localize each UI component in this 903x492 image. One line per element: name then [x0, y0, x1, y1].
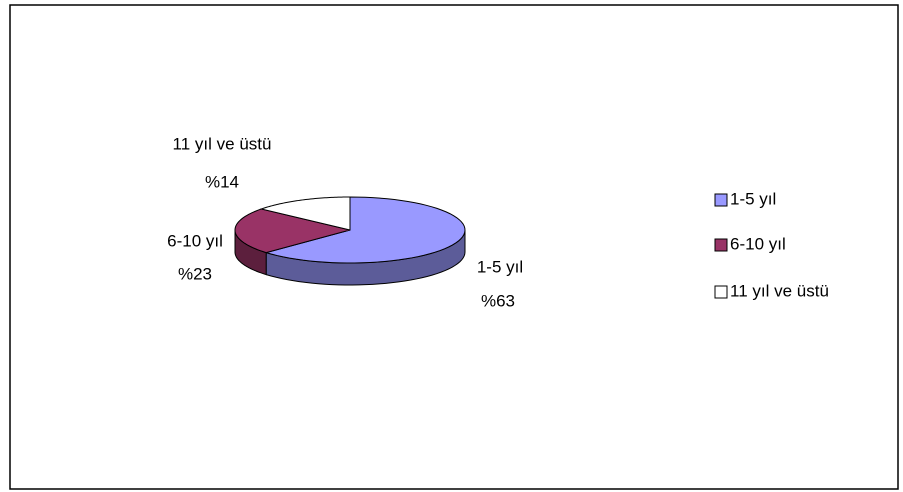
data-label-value: %14 — [205, 172, 239, 191]
data-label-value: %63 — [481, 291, 515, 310]
pie-slice — [234, 208, 351, 254]
legend-swatch — [714, 238, 728, 252]
legend-label: 11 yıl ve üstü — [730, 281, 829, 300]
data-label-category: 1-5 yıl — [477, 257, 523, 276]
legend-label: 6-10 yıl — [730, 234, 786, 253]
data-label-category: 11 yıl ve üstü — [173, 134, 272, 153]
pie-slice — [259, 196, 351, 231]
legend-swatch — [714, 193, 728, 207]
legend-label: 1-5 yıl — [730, 189, 776, 208]
data-label-category: 6-10 yıl — [167, 231, 223, 250]
pie-slice — [264, 196, 466, 264]
data-label-value: %23 — [178, 264, 212, 283]
legend-swatch — [714, 285, 728, 299]
